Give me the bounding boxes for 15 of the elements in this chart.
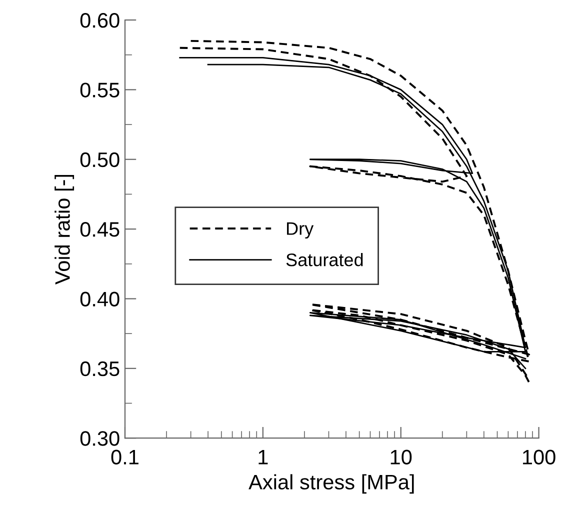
y-tick-label: 0.55 xyxy=(80,82,120,98)
x-tick-label: 100 xyxy=(523,450,556,465)
y-tick-label: 0.40 xyxy=(80,292,120,306)
y-tick-label: 0.30 xyxy=(80,431,120,446)
legend-label: Dry xyxy=(287,222,314,239)
y-tick-label: 0.35 xyxy=(80,361,120,376)
x-tick-label: 10 xyxy=(390,450,412,465)
x-tick-label: 1 xyxy=(258,450,268,464)
y-tick-label: 0.45 xyxy=(80,222,120,237)
y-axis-title: Void ratio [-] xyxy=(54,174,74,285)
x-axis-title: Axial stress [MPa] xyxy=(248,474,414,494)
x-tick-label: 0.1 xyxy=(111,450,138,465)
y-tick-label: 0.60 xyxy=(80,13,120,28)
y-tick-label: 0.50 xyxy=(80,152,120,168)
legend-label: Saturated xyxy=(286,253,363,266)
